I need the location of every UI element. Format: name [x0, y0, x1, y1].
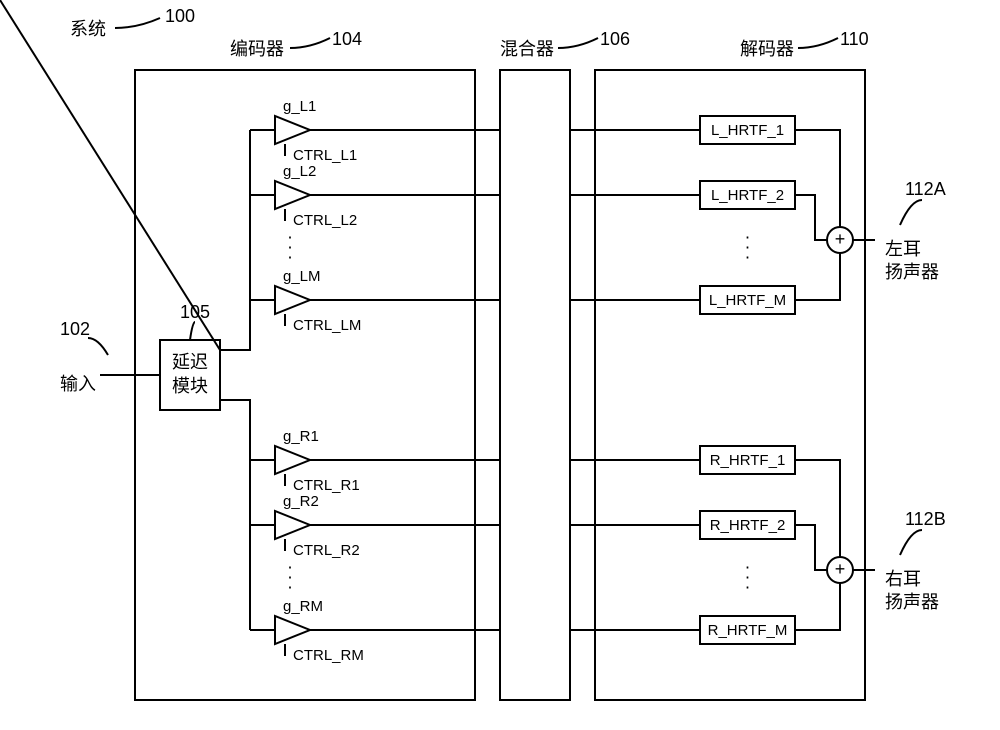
hrtf-R2-label: R_HRTF_M — [708, 622, 788, 639]
input-label: 输入 — [60, 374, 96, 394]
outR-ref: 112B — [905, 509, 946, 529]
decoder-ref: 110 — [840, 29, 869, 49]
svg-text:·: · — [745, 247, 751, 267]
system-diagram: 系统100编码器104混合器106解码器110102输入延迟模块105g_L1C… — [0, 0, 1000, 730]
delay-box — [160, 340, 220, 410]
mixer-label: 混合器 — [500, 39, 554, 59]
amp-L0-ctrl: CTRL_L1 — [293, 147, 357, 164]
amp-L1-gain: g_L2 — [283, 163, 316, 180]
decoder-label: 解码器 — [740, 39, 794, 59]
amp-L0-gain: g_L1 — [283, 98, 316, 115]
hrtf-L1-label: L_HRTF_2 — [711, 187, 784, 204]
outR-line2: 扬声器 — [885, 592, 939, 612]
hrtf-L0-label: L_HRTF_1 — [711, 122, 784, 139]
encoder-label: 编码器 — [230, 39, 284, 59]
hrtf-R0-label: R_HRTF_1 — [710, 452, 786, 469]
amp-L2-ctrl: CTRL_LM — [293, 317, 361, 334]
amp-R0-ctrl: CTRL_R1 — [293, 477, 360, 494]
sum-right-plus: + — [835, 559, 846, 579]
delay-line2: 模块 — [172, 376, 208, 396]
mixer-ref: 106 — [600, 29, 630, 49]
system-title: 系统 — [70, 19, 106, 39]
decoder-box — [595, 70, 865, 700]
amp-R2-ctrl: CTRL_RM — [293, 647, 364, 664]
outL-ref: 112A — [905, 179, 946, 199]
hrtf-L2-label: L_HRTF_M — [709, 292, 786, 309]
amp-R2-gain: g_RM — [283, 598, 323, 615]
amp-L1-ctrl: CTRL_L2 — [293, 212, 357, 229]
amp-R0-gain: g_R1 — [283, 428, 319, 445]
delay-line1: 延迟 — [172, 352, 208, 372]
svg-text:·: · — [287, 247, 293, 267]
hrtf-R1-label: R_HRTF_2 — [710, 517, 786, 534]
amp-R1-ctrl: CTRL_R2 — [293, 542, 360, 559]
svg-text:·: · — [287, 577, 293, 597]
outL-line1: 左耳 — [885, 239, 921, 259]
system-ref: 100 — [165, 6, 195, 26]
outL-line2: 扬声器 — [885, 262, 939, 282]
svg-text:·: · — [745, 577, 751, 597]
amp-L2-gain: g_LM — [283, 268, 321, 285]
input-ref: 102 — [60, 319, 90, 339]
amp-R1-gain: g_R2 — [283, 493, 319, 510]
outR-line1: 右耳 — [885, 569, 921, 589]
sum-left-plus: + — [835, 229, 846, 249]
mixer-box — [500, 70, 570, 700]
encoder-ref: 104 — [332, 29, 362, 49]
